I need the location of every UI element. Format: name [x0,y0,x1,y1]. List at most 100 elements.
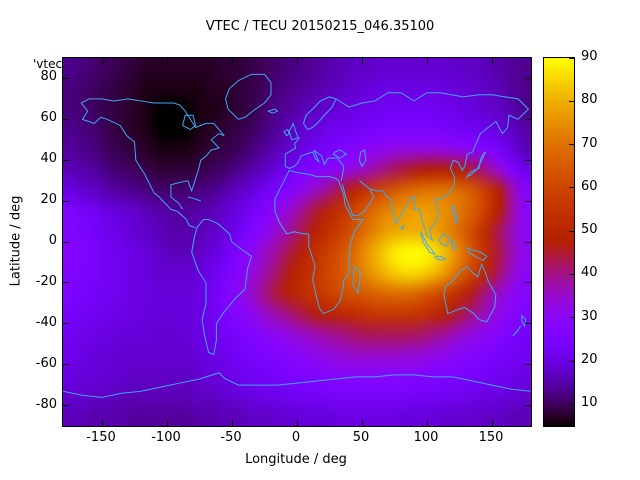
x-tick-mark [296,58,298,64]
y-tick-label: 0 [48,233,57,248]
coastline-path [63,373,531,398]
coastline-path [275,170,363,313]
y-tick-label: 40 [40,151,57,167]
coastline-path [81,103,195,228]
y-tick-mark [63,364,69,366]
coastline-path [192,220,252,355]
coastline-path [444,264,496,321]
y-tick-mark [63,77,69,79]
series-key-label: 'vtec_ [33,57,69,71]
x-tick-mark [231,58,233,64]
y-tick-label: 60 [40,110,57,126]
x-tick-mark [166,58,168,64]
colorbar-tick-label: 20 [581,352,598,368]
colorbar-tick-label: 10 [581,395,598,411]
coastline-path [522,316,526,326]
y-tick-label: -60 [35,355,57,371]
coastline-path [467,248,487,260]
x-tick-mark [101,58,103,64]
colorbar-tick-label: 50 [581,222,598,238]
coastline-path [289,123,298,139]
colorbar-tick-mark [569,144,574,146]
colorbar [543,57,575,427]
y-tick-label: 20 [40,192,57,208]
x-tick-mark [296,420,298,426]
x-tick-mark [361,58,363,64]
coastline-path [466,152,486,179]
x-tick-label: 50 [352,430,370,445]
colorbar-tick-label: 90 [581,49,598,64]
colorbar-tick-mark [569,317,574,319]
plot-tick-marks [63,58,531,426]
y-tick-mark [525,159,531,161]
colorbar-tick-mark [569,100,574,102]
coastline-path [452,205,459,223]
x-tick-label: 150 [478,430,504,445]
y-tick-mark [525,241,531,243]
y-tick-mark [525,77,531,79]
x-tick-mark [231,420,233,426]
colorbar-canvas [544,58,574,426]
coastline-path [81,99,224,209]
y-tick-mark [525,282,531,284]
colorbar-tick-mark [569,273,574,275]
coastline-path [226,74,272,119]
plot-area [62,57,532,427]
coastline-path [268,109,277,113]
coastline-path [183,115,196,129]
x-tick-mark [101,420,103,426]
coastline-path [513,326,521,336]
x-tick-mark [491,420,493,426]
coastlines-overlay [63,58,531,426]
colorbar-tick-label: 40 [581,265,598,281]
colorbar-tick-mark [569,360,574,362]
coastline-path [343,181,374,216]
x-tick-mark [426,420,428,426]
y-tick-label: -80 [35,396,57,412]
y-tick-mark [525,200,531,202]
y-tick-label: 80 [40,69,57,85]
y-tick-label: -20 [35,273,57,289]
coastline-path [421,232,435,254]
colorbar-tick-label: 60 [581,178,598,194]
coastline-path [285,138,344,181]
colorbar-tick-mark [569,230,574,232]
coastline-path [401,226,404,230]
coastline-path [336,93,528,240]
y-tick-mark [63,405,69,407]
x-tick-mark [166,420,168,426]
colorbar-tick-mark [569,187,574,189]
y-tick-mark [63,200,69,202]
y-tick-mark [63,241,69,243]
y-tick-mark [525,364,531,366]
coastline-path [284,130,289,136]
colorbar-tick-label: 30 [581,308,598,324]
x-tick-label: 0 [291,430,301,445]
colorbar-tick-mark [569,57,574,59]
coastline-path [359,150,366,166]
x-tick-label: -150 [86,430,116,445]
y-tick-mark [525,323,531,325]
coastline-path [452,240,456,250]
y-tick-mark [63,118,69,120]
x-tick-mark [361,420,363,426]
x-tick-mark [491,58,493,64]
x-tick-mark [426,58,428,64]
colorbar-tick-mark [569,403,574,405]
y-tick-label: -40 [35,314,57,330]
y-tick-mark [63,323,69,325]
y-tick-mark [63,282,69,284]
y-tick-mark [525,118,531,120]
y-tick-mark [525,405,531,407]
y-tick-mark [63,159,69,161]
coastline-path [435,256,445,260]
chart-title: VTEC / TECU 20150215_046.35100 [205,19,435,34]
coastline-path [439,234,449,246]
colorbar-tick-label: 80 [581,92,598,108]
x-tick-label: 100 [413,430,439,445]
x-tick-label: -100 [151,430,181,445]
x-axis-title: Longitude / deg [245,452,347,467]
coastline-path [353,267,361,294]
coastline-path [333,150,346,158]
